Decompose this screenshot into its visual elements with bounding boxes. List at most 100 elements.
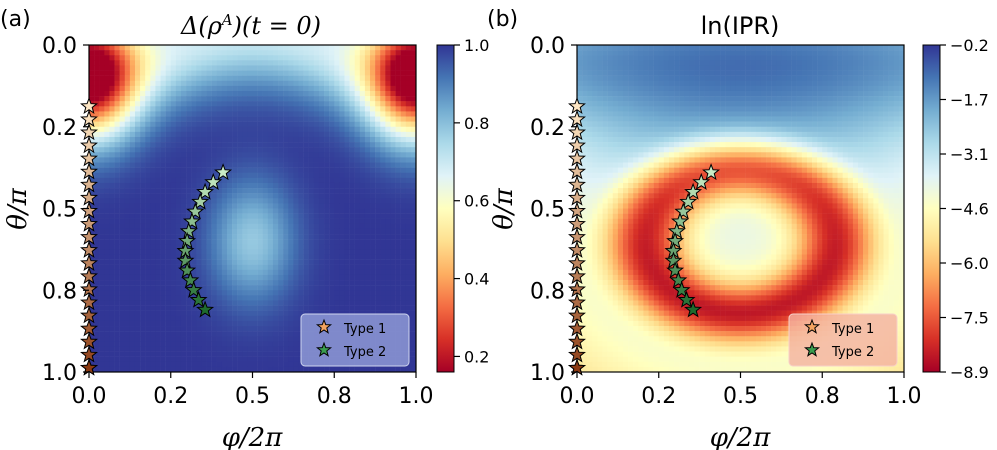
colorbar-tick-label: −1.7	[950, 91, 989, 110]
type1-marker	[80, 240, 98, 258]
type2-marker	[196, 300, 215, 318]
type2-marker	[204, 172, 223, 190]
type2-marker	[178, 231, 197, 249]
colorbar-ticks-b: −0.2 −1.7 −3.1 −4.6 −6.0 −7.5 −8.9	[940, 36, 989, 382]
type2-marker	[692, 172, 711, 190]
type2-marker	[186, 202, 205, 220]
heatmap-a	[89, 45, 416, 372]
y-tick-label: 1.0	[530, 361, 565, 386]
legend-type1-label-a: Type 1	[343, 322, 386, 337]
type2-marker	[178, 261, 197, 279]
type1-marker	[80, 267, 98, 285]
type2-marker	[684, 300, 703, 318]
colorbar-tick-label: −0.2	[950, 36, 989, 55]
x-tick-label: 0.5	[723, 384, 758, 409]
colorbar-tick-label: 0.2	[464, 347, 489, 366]
colorbar-tick-label: −7.5	[950, 309, 989, 328]
y-tick-label: 0.0	[42, 34, 77, 59]
legend-star-type1	[803, 318, 821, 334]
panel-b-title: ln(IPR)	[701, 12, 780, 40]
type1-marker	[568, 175, 586, 193]
colorbar-tick-label: −4.6	[950, 200, 989, 219]
legend-type2-marker-a	[315, 341, 333, 357]
type2-marker	[677, 290, 696, 308]
type1-marker	[568, 293, 586, 311]
type1-marker	[80, 149, 98, 167]
x-tick-label: 0.0	[560, 384, 595, 409]
y-tick-label: 1.0	[42, 361, 77, 386]
type1-marker	[568, 358, 586, 376]
type1-marker	[568, 123, 586, 141]
panel-a-label: (a)	[0, 7, 31, 32]
colorbar-tick-label: −3.1	[950, 145, 989, 164]
type2-marker	[181, 271, 200, 289]
x-tick-label: 0.2	[153, 384, 188, 409]
legend-type1-marker-a	[315, 318, 333, 334]
type1-marker	[80, 136, 98, 154]
x-tick-label: 0.2	[641, 384, 676, 409]
colorbar-tick-label: 0.6	[464, 192, 489, 211]
type2-marker	[679, 192, 698, 210]
panel-a-title: Δ(ρA)(t = 0)	[180, 11, 321, 40]
x-tick-label: 0.5	[235, 384, 270, 409]
y-axis-label-b: θ/π	[489, 187, 519, 229]
type1-marker	[80, 162, 98, 180]
type2-marker	[214, 163, 233, 181]
type2-marker	[671, 212, 689, 230]
y-axis-a: 0.0 0.2 0.5 0.8 1.0	[42, 34, 89, 386]
y-tick-label: 0.2	[42, 116, 77, 141]
type1-marker	[80, 123, 98, 141]
x-tick-label: 0.8	[805, 384, 840, 409]
markers-b	[568, 96, 721, 376]
type1-marker	[568, 110, 586, 128]
heatmap-b	[577, 45, 904, 372]
type2-marker	[669, 271, 688, 289]
type2-marker	[184, 280, 203, 298]
colorbar-b	[922, 44, 941, 373]
y-axis-label-a: θ/π	[3, 187, 33, 229]
panel-b: (b) ln(IPR) 0.0 0.2 0.5 0.8 1.0 0.0 0.2 0.5 0.8…	[487, 7, 989, 450]
type1-marker	[80, 319, 98, 337]
colorbar-tick-label: −8.9	[950, 363, 989, 382]
type1-marker	[568, 332, 586, 350]
type1-marker	[568, 319, 586, 337]
type1-marker	[80, 110, 98, 128]
y-tick-label: 0.2	[530, 116, 565, 141]
type1-marker	[568, 188, 586, 206]
type2-marker	[196, 182, 215, 200]
colorbar-a	[436, 44, 455, 373]
type1-marker	[568, 267, 586, 285]
type1-marker	[80, 345, 98, 363]
y-tick-label: 0.5	[42, 198, 77, 223]
type2-marker	[674, 202, 693, 220]
type2-marker	[176, 251, 195, 269]
type1-marker	[80, 253, 98, 271]
type1-marker	[568, 280, 586, 298]
y-tick-label: 0.0	[530, 34, 565, 59]
x-tick-label: 1.0	[887, 384, 922, 409]
legend-type2-label-b: Type 2	[831, 345, 874, 360]
type1-marker	[568, 306, 586, 324]
type1-marker	[80, 358, 98, 376]
type1-marker	[568, 96, 586, 115]
type1-marker	[80, 280, 98, 298]
legend-type2-label-a: Type 2	[343, 345, 386, 360]
type2-marker	[666, 231, 685, 249]
x-axis-a: 0.0 0.2 0.5 0.8 1.0	[72, 372, 434, 409]
y-tick-label: 0.8	[530, 279, 565, 304]
x-axis-label-a: φ/2π	[222, 423, 284, 450]
colorbar-tick-label: 1.0	[464, 36, 489, 55]
colorbar-tick-label: 0.8	[464, 114, 489, 133]
type1-marker	[568, 136, 586, 154]
x-tick-label: 0.0	[72, 384, 107, 409]
x-axis-label-b: φ/2π	[710, 423, 772, 450]
y-tick-label: 0.8	[42, 279, 77, 304]
type1-marker	[80, 96, 98, 115]
x-tick-label: 0.8	[317, 384, 352, 409]
type1-marker	[80, 214, 98, 232]
legend-a: Type 1 Type 2	[300, 313, 410, 367]
type1-marker	[568, 227, 586, 245]
legend-type2-marker-b	[803, 341, 821, 357]
legend-b: Type 1 Type 2	[788, 313, 898, 367]
